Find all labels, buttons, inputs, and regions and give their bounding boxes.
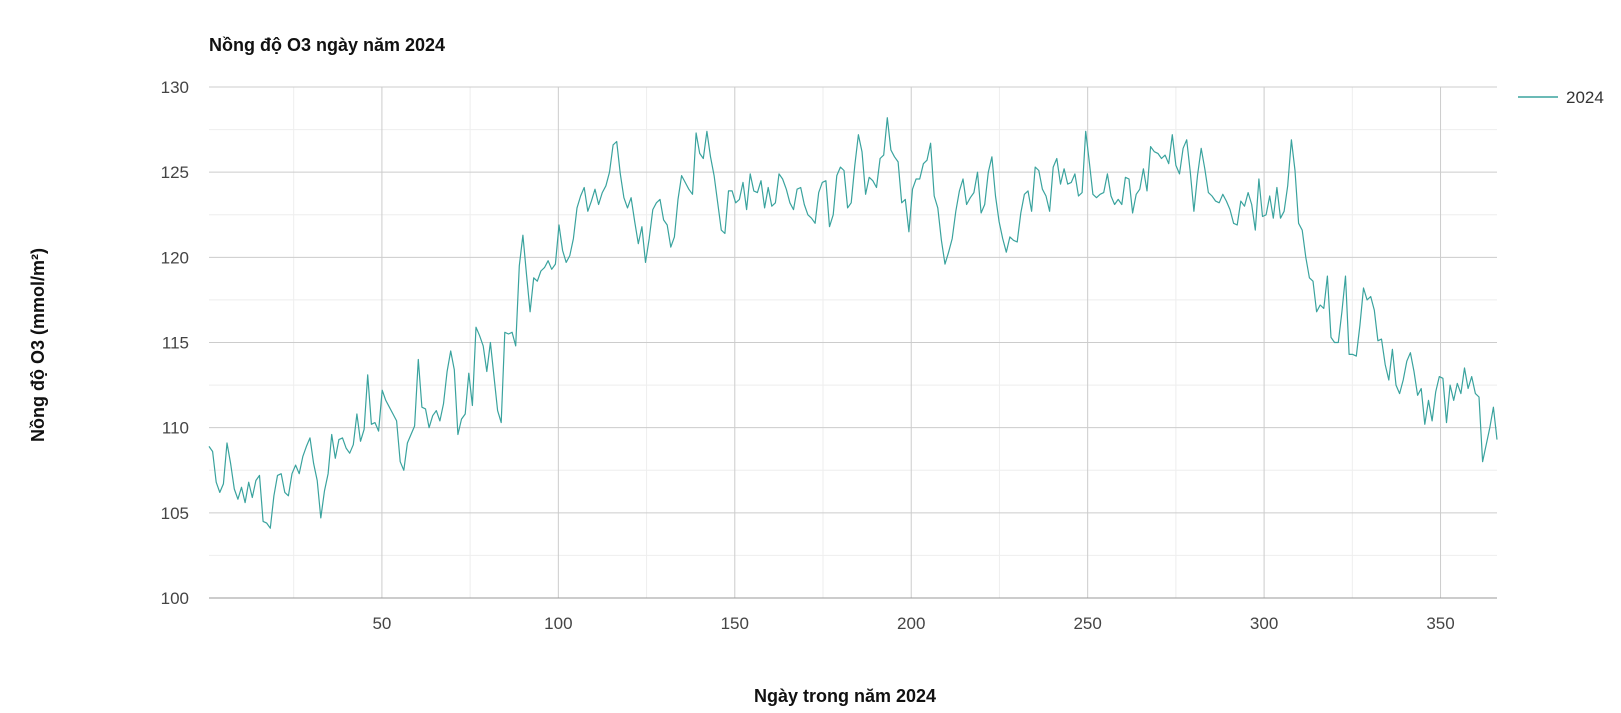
- chart-title: Nồng độ O3 ngày năm 2024: [209, 35, 445, 55]
- y-tick-label: 105: [161, 504, 189, 523]
- legend[interactable]: 2024: [1518, 88, 1604, 107]
- x-tick-label: 150: [721, 614, 749, 633]
- series-line-2024: [208, 117, 1498, 529]
- x-axis-ticks: 50 100 150 200 250 300 350: [372, 614, 1454, 633]
- x-axis-title: Ngày trong năm 2024: [754, 686, 936, 706]
- x-tick-label: 100: [544, 614, 572, 633]
- major-gridlines: [209, 86, 1497, 599]
- x-tick-label: 300: [1250, 614, 1278, 633]
- y-tick-label: 110: [162, 419, 189, 438]
- series-layer: [208, 117, 1498, 529]
- y-tick-label: 130: [161, 78, 189, 97]
- x-tick-label: 200: [897, 614, 925, 633]
- x-tick-label: 250: [1073, 614, 1101, 633]
- y-tick-label: 125: [161, 163, 189, 182]
- x-tick-label: 350: [1426, 614, 1454, 633]
- y-tick-label: 100: [161, 589, 189, 608]
- y-tick-label: 115: [162, 334, 189, 353]
- y-tick-label: 120: [161, 248, 189, 267]
- y-axis-ticks: 100 105 110 115 120 125 130: [161, 78, 189, 608]
- y-axis-title: Nồng độ O3 (mmol/m²): [28, 248, 48, 442]
- legend-label-2024: 2024: [1566, 88, 1604, 107]
- x-tick-label: 50: [372, 614, 391, 633]
